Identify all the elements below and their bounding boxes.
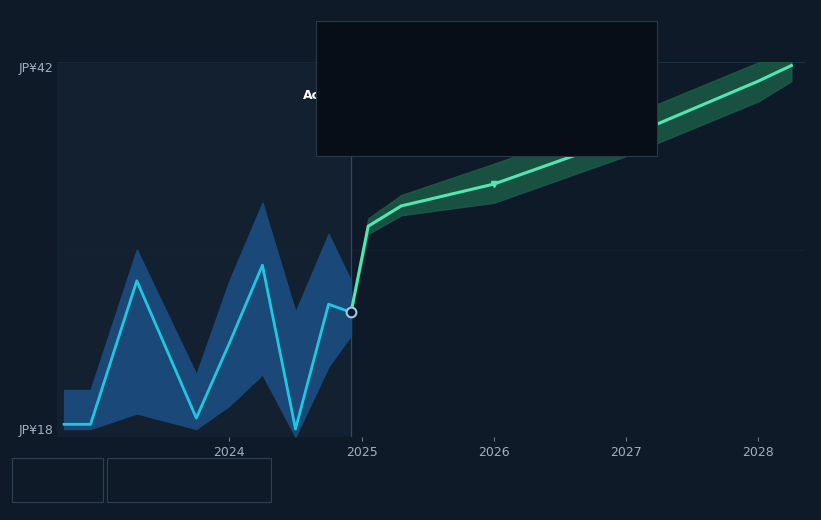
Text: JP¥25.980: JP¥25.980 bbox=[585, 69, 647, 82]
Text: ●: ● bbox=[31, 473, 44, 487]
Text: No data: No data bbox=[598, 99, 647, 112]
Text: Analysts' EPS Range: Analysts' EPS Range bbox=[328, 99, 456, 112]
Text: Actual: Actual bbox=[303, 88, 347, 101]
Text: Analysts' EPS Range: Analysts' EPS Range bbox=[140, 473, 267, 487]
Text: Analysts Forecasts: Analysts Forecasts bbox=[359, 88, 475, 101]
Text: JP¥42: JP¥42 bbox=[19, 62, 53, 75]
Bar bbox=[57, 62, 351, 437]
Text: ●: ● bbox=[126, 473, 138, 487]
Text: Nov 30 2024: Nov 30 2024 bbox=[328, 39, 416, 52]
Text: JP¥18: JP¥18 bbox=[19, 424, 53, 437]
Text: EPS: EPS bbox=[328, 69, 351, 82]
Text: EPS: EPS bbox=[45, 473, 68, 487]
